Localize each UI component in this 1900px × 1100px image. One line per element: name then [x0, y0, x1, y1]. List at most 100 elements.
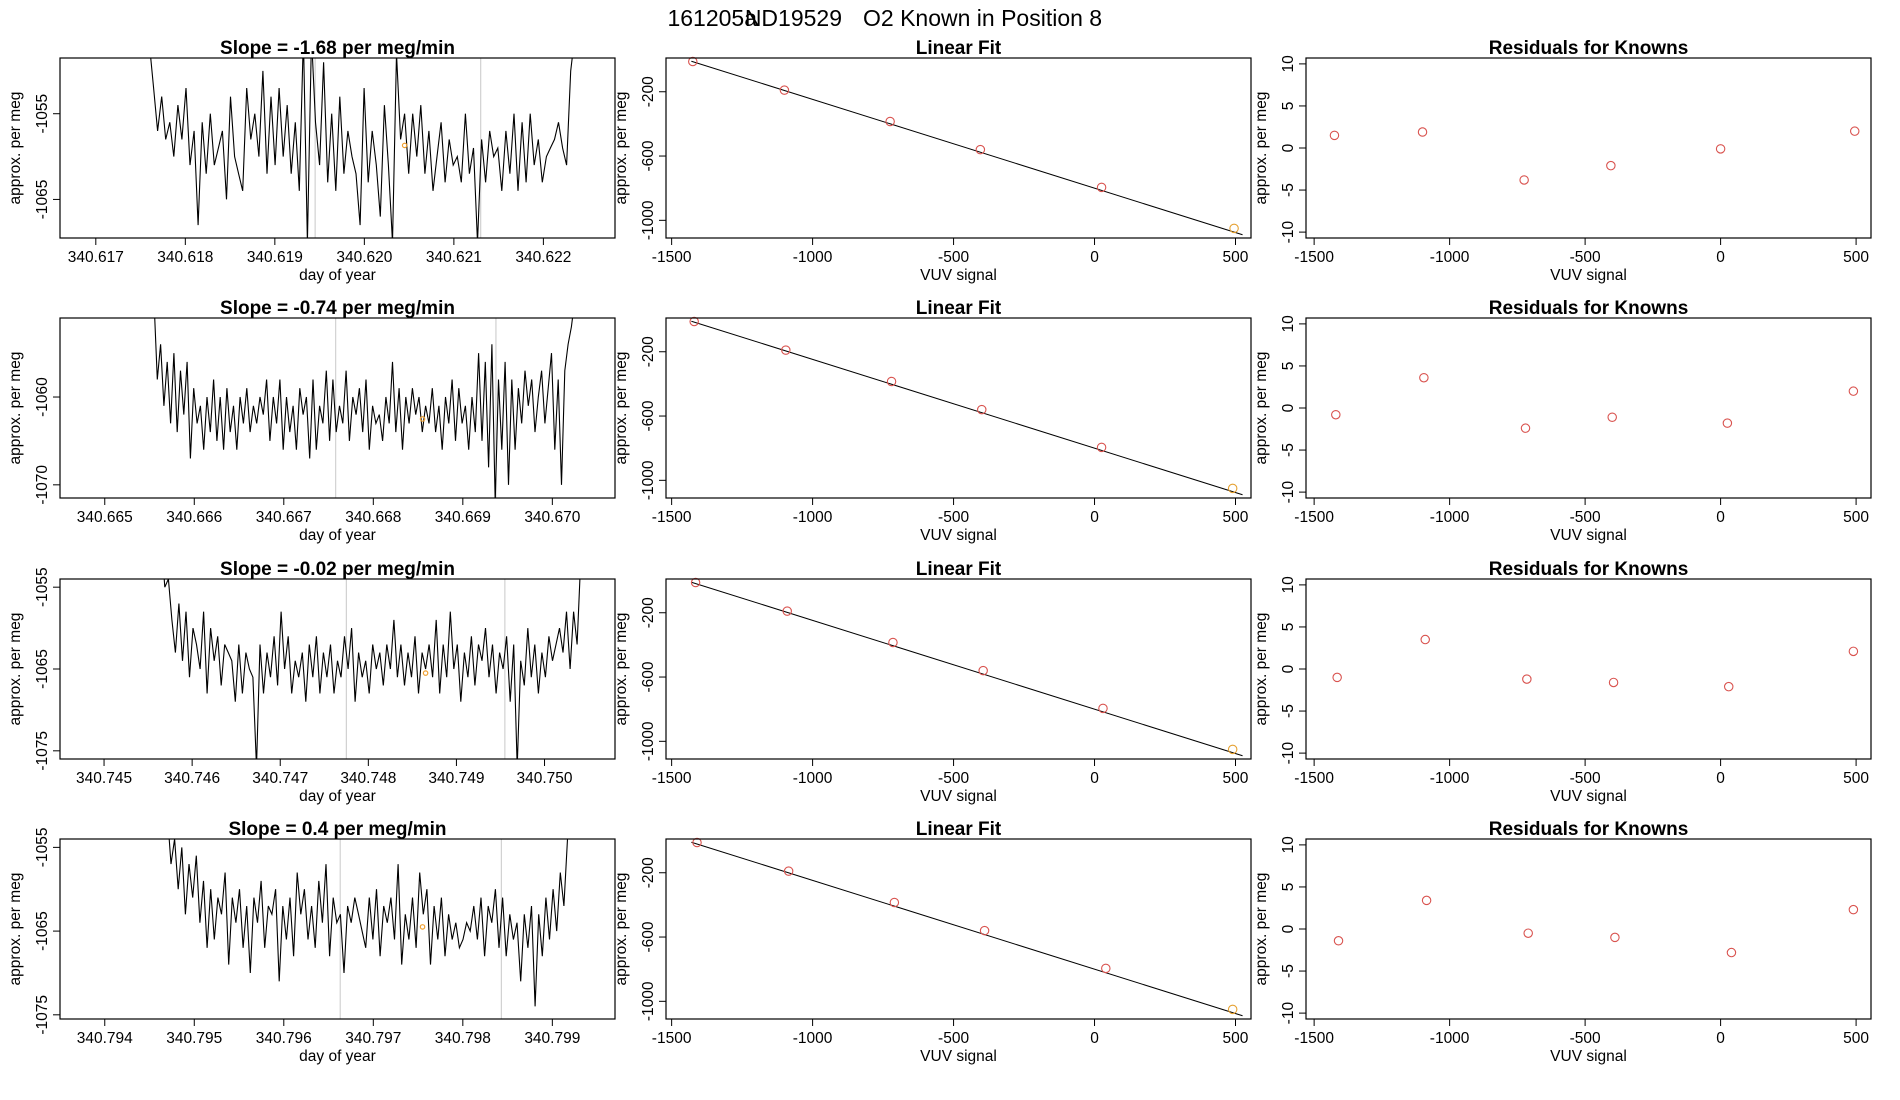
x-axis-label: VUV signal	[1550, 1048, 1627, 1065]
figure-title-tank: ND19529	[745, 5, 842, 31]
panel-4-1: Slope = 0.4 per meg/min 340.794 340.795 340…	[7, 819, 616, 1065]
data-point	[1610, 932, 1620, 943]
y-tick-label: -200	[640, 76, 657, 107]
plot-frame	[59, 57, 616, 239]
panel-title: Linear Fit	[916, 38, 1002, 59]
y-tick-label: -1055	[34, 828, 51, 868]
x-tick-label: 0	[1716, 249, 1725, 266]
panel-title: Slope = -0.74 per meg/min	[220, 298, 455, 319]
x-tick-label: 0	[1716, 509, 1725, 526]
known-marker	[401, 142, 408, 149]
y-tick-label: -1070	[34, 465, 51, 505]
x-tick-label: 340.747	[252, 770, 308, 787]
data-point	[1608, 677, 1619, 688]
panel-title: Residuals for Knowns	[1489, 38, 1689, 59]
x-tick-label: 0	[1090, 509, 1099, 526]
data-point	[782, 606, 792, 616]
y-axis-label: approx. per meg	[1253, 92, 1270, 205]
series-line	[150, 58, 573, 238]
data-point	[688, 56, 698, 67]
x-tick-label: 340.797	[345, 1030, 401, 1047]
panel-2-3: Residuals for Knowns -1500 -1000 -500 0 500 -1…	[1253, 298, 1872, 544]
y-tick-label: -1000	[640, 200, 657, 240]
data-point	[1848, 904, 1859, 915]
series-line	[154, 318, 574, 498]
plot-frame	[665, 57, 1252, 239]
panel-4-3: Residuals for Knowns -1500 -1000 -500 0 500 -1…	[1253, 819, 1872, 1065]
data-point	[1606, 160, 1616, 171]
x-tick-label: -1500	[1294, 770, 1334, 787]
data-point	[886, 376, 897, 387]
data-point	[1329, 130, 1340, 141]
x-tick-label: -500	[1570, 770, 1601, 787]
x-axis-label: VUV signal	[920, 267, 997, 284]
y-tick-label: 0	[1280, 924, 1297, 933]
plot-frame	[59, 838, 616, 1020]
x-tick-label: 500	[1223, 1030, 1249, 1047]
y-tick-label: 5	[1280, 883, 1297, 892]
data-point	[1523, 928, 1533, 938]
data-point	[1333, 936, 1344, 946]
data-point	[1726, 947, 1737, 958]
data-point	[781, 345, 791, 355]
x-tick-label: -1500	[652, 1030, 692, 1047]
known-marker	[422, 670, 429, 676]
data-point	[689, 316, 699, 327]
x-tick-label: -1500	[652, 770, 692, 787]
panel-3-2: Linear Fit -1500 -1000 -500 0 500 -200 -600 -100…	[613, 559, 1252, 805]
data-point	[690, 577, 701, 588]
data-point	[1723, 681, 1734, 692]
plot-frame	[665, 317, 1252, 499]
y-tick-label: -200	[640, 597, 657, 628]
y-axis-label: approx. per meg	[613, 352, 630, 465]
x-tick-label: -1500	[652, 509, 692, 526]
y-axis-label: approx. per meg	[1253, 352, 1270, 465]
series-line	[163, 579, 581, 759]
x-tick-label: -1500	[1294, 249, 1334, 266]
x-tick-label: -500	[938, 509, 969, 526]
panel-1-1: Slope = -1.68 per meg/min 340.617 340.618 3…	[7, 38, 616, 284]
x-tick-label: 340.620	[336, 249, 392, 266]
x-tick-label: 500	[1843, 1030, 1869, 1047]
y-axis-label: approx. per meg	[613, 92, 630, 205]
data-point	[1332, 672, 1342, 683]
y-tick-label: -5	[1280, 964, 1297, 978]
y-tick-label: -600	[640, 661, 657, 692]
data-point	[1848, 646, 1859, 657]
x-tick-label: 340.794	[77, 1030, 133, 1047]
y-tick-label: -10	[1280, 481, 1297, 504]
x-axis-label: VUV signal	[920, 1048, 997, 1065]
fit-line	[691, 60, 1243, 236]
data-point	[979, 925, 990, 936]
x-tick-label: 0	[1716, 770, 1725, 787]
x-axis-label: day of year	[299, 1048, 376, 1065]
x-tick-label: 340.621	[426, 249, 482, 266]
y-tick-label: 10	[1280, 836, 1297, 854]
y-axis-label: approx. per meg	[7, 352, 24, 465]
panel-2-2: Linear Fit -1500 -1000 -500 0 500 -200 -600 -100…	[613, 298, 1252, 544]
x-tick-label: 340.749	[428, 770, 484, 787]
x-tick-label: 340.670	[524, 509, 580, 526]
x-tick-label: 340.665	[77, 509, 133, 526]
data-point	[692, 837, 702, 848]
data-point	[779, 85, 790, 95]
data-point	[1419, 372, 1429, 383]
x-tick-label: -1000	[793, 509, 833, 526]
x-tick-label: -500	[1570, 1030, 1601, 1047]
x-tick-label: 500	[1223, 509, 1249, 526]
x-tick-label: -1500	[652, 249, 692, 266]
y-tick-label: -5	[1280, 183, 1297, 197]
panel-1-3: Residuals for Knowns -1500 -1000 -500 0 500 -1…	[1253, 38, 1872, 284]
data-point	[1417, 127, 1428, 137]
x-axis-label: VUV signal	[920, 527, 997, 544]
y-tick-label: 5	[1280, 362, 1297, 371]
data-point	[1519, 175, 1529, 185]
panel-title: Slope = -0.02 per meg/min	[220, 559, 455, 580]
data-point	[1848, 386, 1859, 396]
x-tick-label: 500	[1843, 509, 1869, 526]
data-point	[1522, 674, 1532, 684]
x-axis-label: VUV signal	[1550, 788, 1627, 805]
y-tick-label: 0	[1280, 664, 1297, 673]
panel-title: Linear Fit	[916, 298, 1002, 319]
